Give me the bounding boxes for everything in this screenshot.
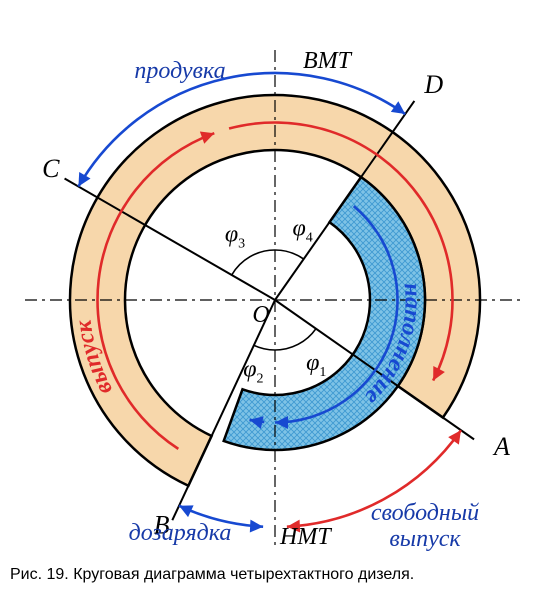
label-svobodny-2: выпуск: [389, 526, 461, 552]
label-phi4: φ4: [293, 215, 313, 245]
label-A: A: [492, 432, 510, 461]
label-phi1: φ1: [306, 350, 326, 380]
diagram-container: выпускнаполнениеABCDВМТНМТOφ3φ4φ2φ1проду…: [0, 0, 552, 560]
label-dozaryadka: дозарядка: [129, 520, 232, 546]
label-NMT: НМТ: [279, 524, 332, 550]
phi-arc: [275, 329, 316, 350]
phi-arc: [232, 250, 275, 275]
label-svobodny-1: свободный: [371, 500, 479, 526]
label-VMT: ВМТ: [303, 48, 353, 74]
phi-arc: [254, 345, 275, 350]
phi-arc: [275, 250, 304, 259]
label-O: O: [252, 302, 269, 328]
label-produvka: продувка: [134, 58, 225, 84]
label-phi3: φ3: [225, 222, 245, 252]
figure-caption: Рис. 19. Круговая диаграмма четырехтактн…: [0, 560, 552, 584]
label-phi2: φ2: [243, 356, 263, 386]
circular-diagram: выпускнаполнениеABCDВМТНМТOφ3φ4φ2φ1проду…: [0, 0, 552, 560]
label-D: D: [423, 70, 443, 99]
label-C: C: [42, 154, 60, 183]
